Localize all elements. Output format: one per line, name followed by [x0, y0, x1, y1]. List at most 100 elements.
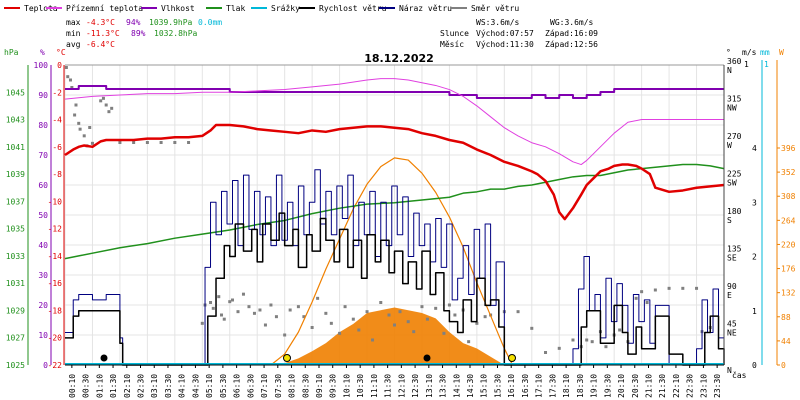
wind-direction-point [434, 306, 438, 310]
wind-direction-point [274, 315, 278, 319]
x-tick-label: 15:30 [493, 374, 502, 398]
hpa-tick-label: 1045 [6, 88, 25, 97]
x-tick-label: 06:30 [246, 374, 255, 398]
x-tick-label: 14:30 [466, 374, 475, 398]
wm2-tick-label: 308 [781, 192, 796, 201]
wind-direction-point [310, 326, 314, 329]
legend: Teplota Přízemní teplota Vlhkost Tlak Srážky… [4, 4, 519, 13]
pct-tick-label: 80 [38, 121, 48, 130]
x-tick-label: 04:30 [191, 374, 200, 398]
x-tick-label: 12:10 [397, 374, 406, 398]
mm-top-tick: 1 [764, 60, 769, 69]
wind-direction-point [296, 305, 300, 309]
wind-direction-point [357, 328, 361, 332]
degc-tick-label: -22 [48, 361, 63, 370]
wind-direction-point [269, 303, 273, 307]
legend-label: Vlhkost [161, 4, 195, 13]
degc-tick-label: -20 [48, 334, 63, 343]
wind-direction-point [288, 308, 292, 312]
degc-tick-label: -4 [52, 116, 62, 125]
x-tick-label: 04:10 [178, 374, 187, 398]
wind-direction-point [77, 121, 81, 125]
pct-tick-label: 20 [38, 301, 48, 310]
pct-tick-label: 10 [38, 331, 48, 340]
wind-direction-point [118, 141, 122, 144]
x-tick-label: 17:30 [548, 374, 557, 398]
degc-tick-label: -10 [48, 197, 63, 206]
wind-direction-point [101, 96, 105, 100]
x-tick-label: 17:10 [535, 374, 544, 398]
dir-name-label: SW [727, 179, 737, 188]
wind-direction-point [571, 338, 575, 342]
ms-tick-label: 0 [752, 361, 757, 370]
legend-label: Teplota [24, 4, 58, 13]
dir-name-label: N [727, 66, 732, 75]
wind-direction-point [211, 306, 215, 310]
pct-tick-label: 50 [38, 211, 48, 220]
wind-direction-point [343, 305, 347, 309]
hpa-tick-label: 1029 [6, 306, 25, 315]
wind-direction-point [73, 113, 77, 117]
series-vlhkost [65, 85, 724, 99]
wm2-tick-label: 0 [781, 361, 786, 370]
dir-tick-label: 135 [727, 245, 742, 254]
x-tick-label: 05:10 [205, 374, 214, 398]
dir-name-label: NE [727, 329, 737, 338]
dir-tick-label: 45 [727, 320, 737, 329]
legend-label: Směr větru [471, 4, 519, 13]
dir-name-label: E [727, 291, 732, 300]
moonset-marker [423, 354, 431, 362]
wind-direction-point [379, 301, 383, 304]
x-tick-label: 22:30 [686, 374, 695, 398]
dir-tick-label: 315 [727, 95, 742, 104]
wm2-tick-label: 352 [781, 168, 796, 177]
stats-block: max -4.3°C 94% 1039.9hPa 0.0mm min -11.3… [66, 18, 598, 49]
wm2-tick-label: 396 [781, 144, 796, 153]
wind-direction-point [618, 328, 622, 332]
wind-direction-point [634, 296, 638, 300]
ms-tick-label: 3 [752, 198, 757, 207]
degc-tick-label: -8 [52, 170, 62, 179]
series-tlak [64, 163, 725, 260]
wind-direction-point [200, 321, 204, 325]
x-tick-label: 07:30 [274, 374, 283, 398]
wind-direction-point [425, 317, 429, 321]
wind-direction-point [145, 141, 149, 144]
wind-direction-point [66, 75, 70, 79]
dir-tick-label: 225 [727, 170, 742, 179]
stats-avg-label: avg [66, 40, 81, 49]
hpa-tick-label: 1035 [6, 225, 25, 234]
wind-direction-point [209, 301, 213, 304]
x-tick-label: 07:10 [260, 374, 269, 398]
wind-direction-point [324, 311, 328, 315]
stats-min-press: 1032.8hPa [154, 29, 198, 38]
wind-direction-point [283, 333, 287, 337]
degc-unit: °C [56, 48, 66, 57]
moon-set: Západ:12:56 [545, 40, 598, 49]
dir-unit: ° [726, 48, 731, 57]
sunset-marker [508, 354, 516, 362]
wind-direction-point [132, 141, 136, 144]
x-tick-label: 21:10 [644, 374, 653, 398]
hpa-tick-label: 1033 [6, 252, 25, 261]
ms-unit: m/s [742, 48, 757, 57]
ms-tick-label: 4 [752, 144, 757, 153]
wm2-tick-label: 176 [781, 265, 796, 274]
wind-direction-point [78, 127, 82, 131]
x-tick-label: 09:10 [315, 374, 324, 398]
x-tick-label: 18:10 [562, 374, 571, 398]
degc-tick-label: -14 [48, 252, 63, 261]
degc-tick-label: -12 [48, 225, 63, 234]
wind-direction-point [604, 345, 608, 349]
wind-direction-point [412, 330, 416, 334]
x-tick-label: 19:10 [590, 374, 599, 398]
wind-direction-point [442, 331, 446, 335]
legend-label: Rychlost větru [319, 4, 387, 13]
x-tick-label: 23:30 [713, 374, 722, 398]
moon-label: Měsíc [440, 40, 464, 49]
pct-tick-label: 90 [38, 91, 48, 100]
wind-direction-point [316, 296, 320, 300]
x-tick-label: 16:30 [521, 374, 530, 398]
wind-direction-point [159, 141, 163, 144]
